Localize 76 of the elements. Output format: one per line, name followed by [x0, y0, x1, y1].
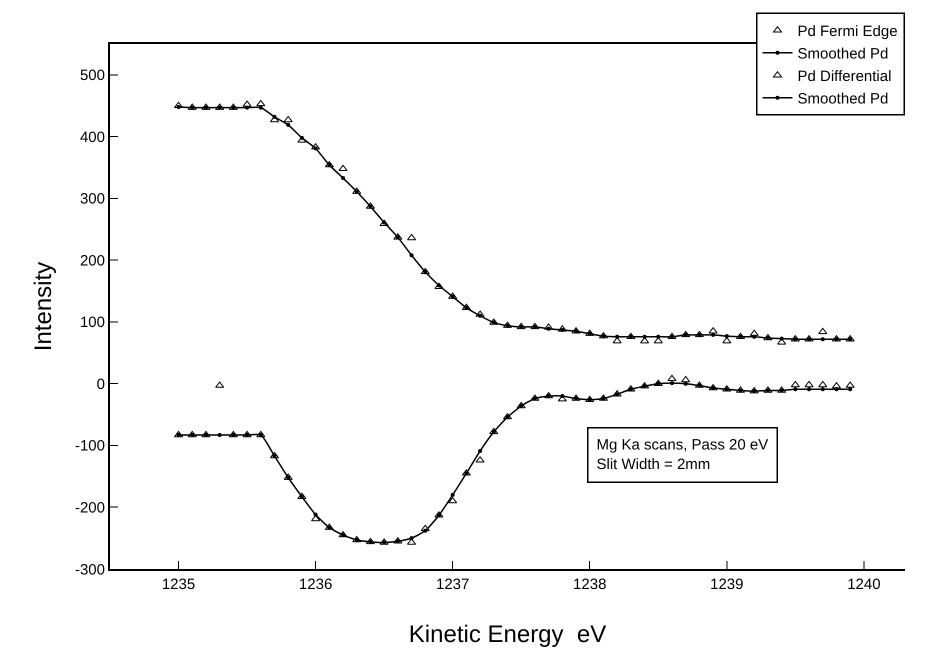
- point: [780, 336, 784, 341]
- point: [410, 536, 414, 540]
- point: [256, 430, 266, 438]
- x-tick-label: 1240: [847, 576, 881, 593]
- y-tick-label: 500: [80, 67, 105, 84]
- y-tick-label: -200: [74, 499, 105, 516]
- point: [807, 387, 812, 392]
- point: [270, 452, 280, 458]
- point: [314, 512, 318, 517]
- point: [272, 114, 276, 119]
- point: [670, 381, 674, 386]
- point: [300, 136, 304, 140]
- y-tick-label: 300: [80, 190, 105, 208]
- point: [420, 524, 430, 532]
- point: [724, 334, 729, 338]
- point: [201, 430, 210, 438]
- point: [615, 334, 620, 339]
- legend-label: Pd Fermi Edge: [798, 23, 898, 40]
- point: [790, 380, 800, 388]
- y-tick-label: 200: [80, 252, 105, 270]
- x-tick-label: 1237: [436, 576, 470, 593]
- point: [341, 176, 346, 180]
- x-tick-label: 1239: [710, 576, 744, 593]
- point: [338, 164, 348, 172]
- point: [242, 430, 252, 438]
- y-tick-label: 400: [80, 128, 105, 146]
- point: [694, 330, 704, 338]
- point: [393, 233, 402, 240]
- point: [820, 387, 825, 392]
- y-tick-label: 100: [80, 314, 105, 332]
- y-axis-title: Intensity: [30, 262, 57, 352]
- point: [434, 511, 444, 518]
- point: [174, 102, 184, 108]
- legend-label: Smoothed Pd: [798, 90, 888, 108]
- point: [407, 234, 416, 240]
- point: [804, 380, 814, 388]
- y-tick-label: -300: [74, 561, 105, 578]
- legend-label: Pd Differential: [798, 68, 892, 86]
- point: [245, 106, 250, 110]
- y-tick-label: -100: [74, 438, 105, 455]
- point: [256, 100, 266, 106]
- point: [286, 122, 290, 127]
- x-tick-label: 1235: [162, 576, 196, 593]
- point: [667, 374, 677, 382]
- point: [560, 394, 564, 398]
- point: [834, 387, 838, 392]
- point: [489, 428, 498, 434]
- point: [478, 449, 482, 454]
- point: [174, 430, 184, 438]
- point: [284, 116, 293, 122]
- x-axis-title: Kinetic Energy eV: [408, 621, 606, 648]
- point: [380, 538, 389, 545]
- point: [450, 492, 455, 497]
- x-tick-label: 1236: [298, 576, 332, 593]
- point: [818, 328, 828, 334]
- point: [420, 268, 430, 274]
- point: [820, 337, 825, 342]
- point: [642, 334, 647, 339]
- point: [752, 334, 756, 339]
- point: [656, 334, 660, 339]
- point: [818, 380, 828, 388]
- point: [684, 382, 688, 386]
- point: [218, 432, 222, 437]
- point: [476, 456, 485, 463]
- point: [258, 106, 263, 110]
- point: [228, 430, 238, 438]
- y-tick-label: 0: [96, 376, 105, 393]
- point: [423, 528, 428, 533]
- annotation: Mg Ka scans, Pass 20 eV Slit Width = 2mm: [596, 436, 768, 473]
- point: [516, 322, 526, 330]
- x-tick-label: 1238: [573, 576, 606, 593]
- point: [410, 253, 414, 258]
- legend-label: Smoothed Pd: [798, 46, 888, 63]
- point: [848, 387, 852, 392]
- point: [793, 387, 798, 392]
- point: [558, 325, 567, 332]
